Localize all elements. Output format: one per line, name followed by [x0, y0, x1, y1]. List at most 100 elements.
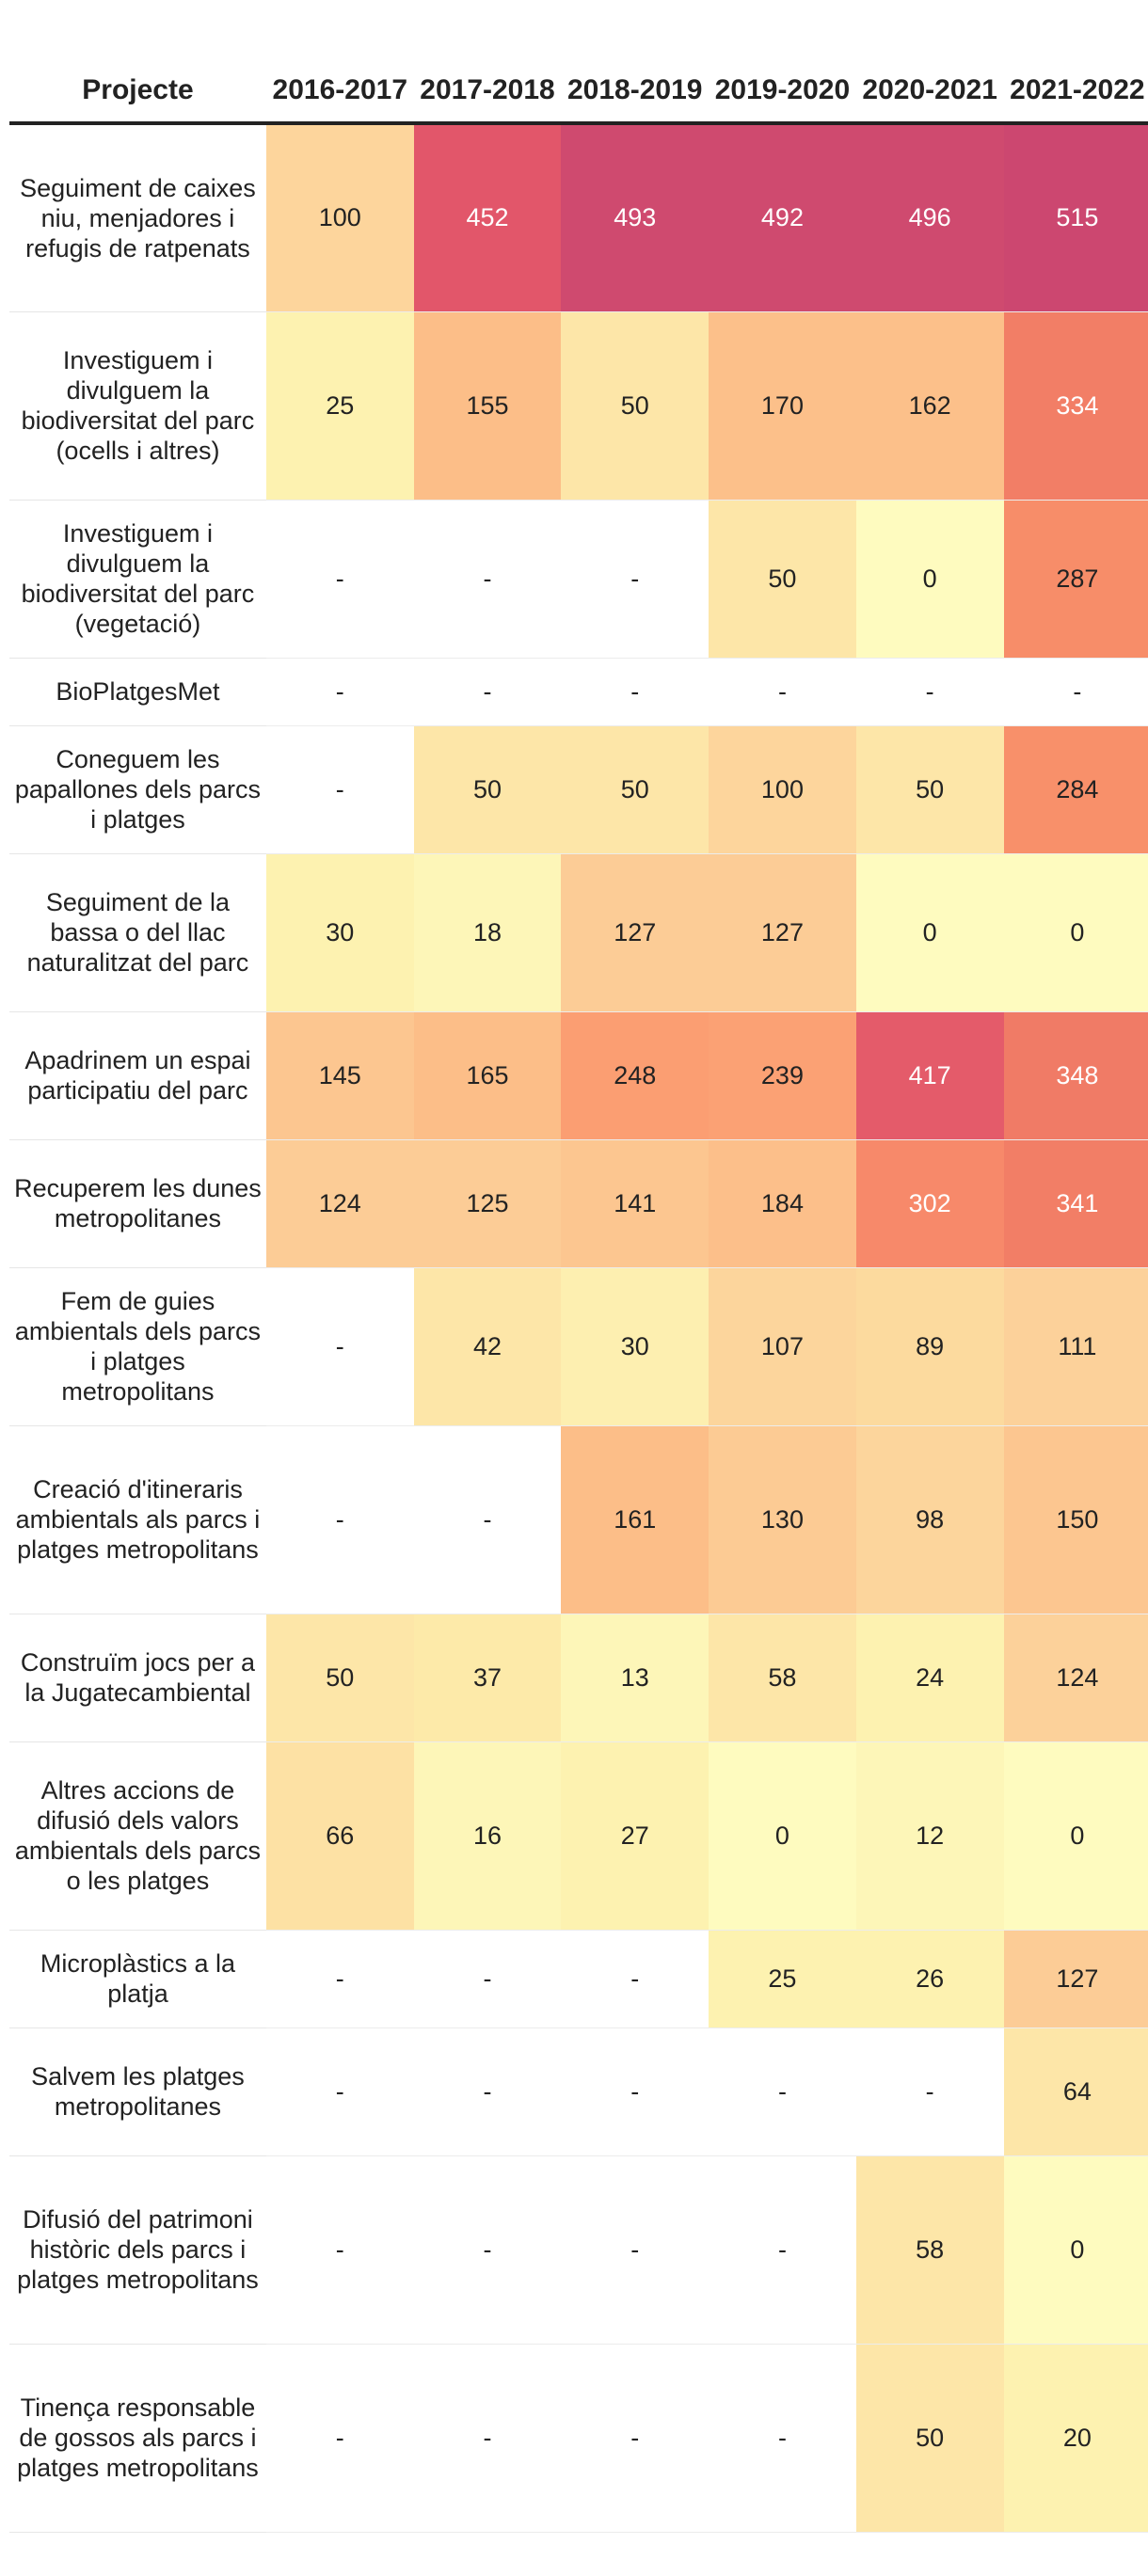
heatmap-cell: 124: [1003, 1614, 1148, 1742]
heatmap-cell: -: [561, 500, 710, 659]
table-row: Salvem les platges metropolitanes - - - - -64: [9, 2027, 1148, 2156]
heatmap-cell: -: [561, 2027, 710, 2156]
heatmap-cell: 493: [561, 123, 710, 312]
header-row: Projecte 2016-2017 2017-2018 2018-2019 2019…: [9, 28, 1148, 123]
heatmap-cell: -: [1003, 658, 1148, 726]
table-row: Fem de guies ambientals dels parcs i pla…: [9, 1267, 1148, 1426]
table-body: Seguiment de caixes niu, menjadores i re…: [9, 123, 1148, 2533]
heatmap-cell: -: [413, 1425, 562, 1614]
heatmap-cell: 341: [1003, 1139, 1148, 1268]
heatmap-cell: 124: [265, 1139, 414, 1268]
heatmap-cell: 130: [709, 1425, 856, 1614]
heatmap-cell: 515: [1003, 123, 1148, 312]
heatmap-cell: 107: [709, 1267, 856, 1426]
heatmap-cell: -: [413, 1930, 562, 2028]
heatmap-cell: 26: [855, 1930, 1004, 2028]
heatmap-cell: 58: [855, 2155, 1004, 2345]
heatmap-cell: -: [561, 2344, 710, 2533]
heatmap-cell: -: [413, 658, 562, 726]
heatmap-cell: 145: [265, 1011, 414, 1140]
heatmap-cell: 24: [855, 1614, 1004, 1742]
heatmap-cell: 50: [855, 725, 1004, 854]
column-header-projecte: Projecte: [82, 74, 194, 105]
table-row: Coneguem les papallones dels parcs i pla…: [9, 725, 1148, 854]
heatmap-cell: 25: [709, 1930, 856, 2028]
heatmap-cell: -: [709, 2344, 856, 2533]
heatmap-cell: 0: [855, 853, 1004, 1012]
heatmap-cell: -: [855, 2027, 1004, 2156]
table-row: Investiguem i divulguem la biodiversitat…: [9, 311, 1148, 501]
heatmap-cell: 100: [709, 725, 856, 854]
heatmap-cell: 284: [1003, 725, 1148, 854]
column-header-year: 2016-2017: [272, 74, 408, 105]
project-label: Investiguem i divulguem la biodiversitat…: [9, 500, 266, 659]
project-label: Tinença responsable de gossos als parcs …: [9, 2344, 266, 2533]
heatmap-cell: 25: [265, 311, 414, 501]
heatmap-cell: 66: [265, 1741, 414, 1931]
heatmap-cell: 0: [709, 1741, 856, 1931]
heatmap-cell: 50: [265, 1614, 414, 1742]
project-label: Creació d'itineraris ambientals als parc…: [9, 1425, 266, 1614]
project-label: Coneguem les papallones dels parcs i pla…: [9, 725, 266, 854]
table-row: Investiguem i divulguem la biodiversitat…: [9, 500, 1148, 659]
heatmap-cell: -: [561, 1930, 710, 2028]
heatmap-cell: 18: [413, 853, 562, 1012]
table-row: Tinença responsable de gossos als parcs …: [9, 2344, 1148, 2533]
heatmap-cell: -: [265, 2027, 414, 2156]
table-row: Apadrinem un espai participatiu del parc…: [9, 1011, 1148, 1140]
heatmap-cell: 287: [1003, 500, 1148, 659]
heatmap-cell: 165: [413, 1011, 562, 1140]
heatmap-cell: 12: [855, 1741, 1004, 1931]
heatmap-cell: 50: [855, 2344, 1004, 2533]
table-row: Altres accions de difusió dels valors am…: [9, 1741, 1148, 1931]
heatmap-cell: 162: [855, 311, 1004, 501]
heatmap-cell: -: [561, 658, 710, 726]
heatmap-cell: -: [709, 2155, 856, 2345]
heatmap-cell: 334: [1003, 311, 1148, 501]
project-label: BioPlatgesMet: [9, 658, 266, 726]
heatmap-cell: 30: [561, 1267, 710, 1426]
heatmap-cell: -: [855, 658, 1004, 726]
project-label: Altres accions de difusió dels valors am…: [9, 1741, 266, 1931]
heatmap-table-container: Projecte 2016-2017 2017-2018 2018-2019 2019…: [9, 28, 1148, 2533]
project-label: Salvem les platges metropolitanes: [9, 2027, 266, 2156]
heatmap-cell: 170: [709, 311, 856, 501]
heatmap-cell: -: [561, 2155, 710, 2345]
heatmap-cell: 239: [709, 1011, 856, 1140]
heatmap-cell: 496: [855, 123, 1004, 312]
heatmap-cell: 37: [413, 1614, 562, 1742]
table-row: Seguiment de la bassa o del llac natural…: [9, 853, 1148, 1012]
heatmap-cell: 98: [855, 1425, 1004, 1614]
project-label: Difusió del patrimoni històric dels parc…: [9, 2155, 266, 2345]
heatmap-cell: 27: [561, 1741, 710, 1931]
column-header-year: 2017-2018: [420, 74, 555, 105]
heatmap-cell: 0: [1003, 853, 1148, 1012]
heatmap-cell: -: [413, 2155, 562, 2345]
heatmap-cell: -: [265, 500, 414, 659]
table-row: Difusió del patrimoni històric dels parc…: [9, 2155, 1148, 2345]
heatmap-cell: 30: [265, 853, 414, 1012]
heatmap-cell: 0: [855, 500, 1004, 659]
heatmap-cell: 127: [561, 853, 710, 1012]
heatmap-cell: 452: [413, 123, 562, 312]
heatmap-cell: 155: [413, 311, 562, 501]
project-label: Microplàstics a la platja: [9, 1930, 266, 2028]
table-row: Seguiment de caixes niu, menjadores i re…: [9, 123, 1148, 312]
heatmap-cell: -: [265, 2155, 414, 2345]
heatmap-cell: -: [709, 658, 856, 726]
heatmap-cell: 50: [561, 725, 710, 854]
heatmap-cell: 42: [413, 1267, 562, 1426]
project-label: Fem de guies ambientals dels parcs i pla…: [9, 1267, 266, 1426]
heatmap-cell: 111: [1003, 1267, 1148, 1426]
heatmap-cell: 248: [561, 1011, 710, 1140]
heatmap-cell: -: [709, 2027, 856, 2156]
heatmap-cell: -: [265, 1267, 414, 1426]
heatmap-cell: -: [265, 725, 414, 854]
table-row: Recuperem les dunes metropolitanes 124 125…: [9, 1139, 1148, 1268]
heatmap-cell: -: [265, 2344, 414, 2533]
table-row: BioPlatgesMet - - - - - -: [9, 658, 1148, 726]
table-row: Microplàstics a la platja---25261273: [9, 1930, 1148, 2028]
heatmap-cell: 302: [855, 1139, 1004, 1268]
heatmap-cell: -: [413, 2344, 562, 2533]
heatmap-cell: -: [413, 2027, 562, 2156]
